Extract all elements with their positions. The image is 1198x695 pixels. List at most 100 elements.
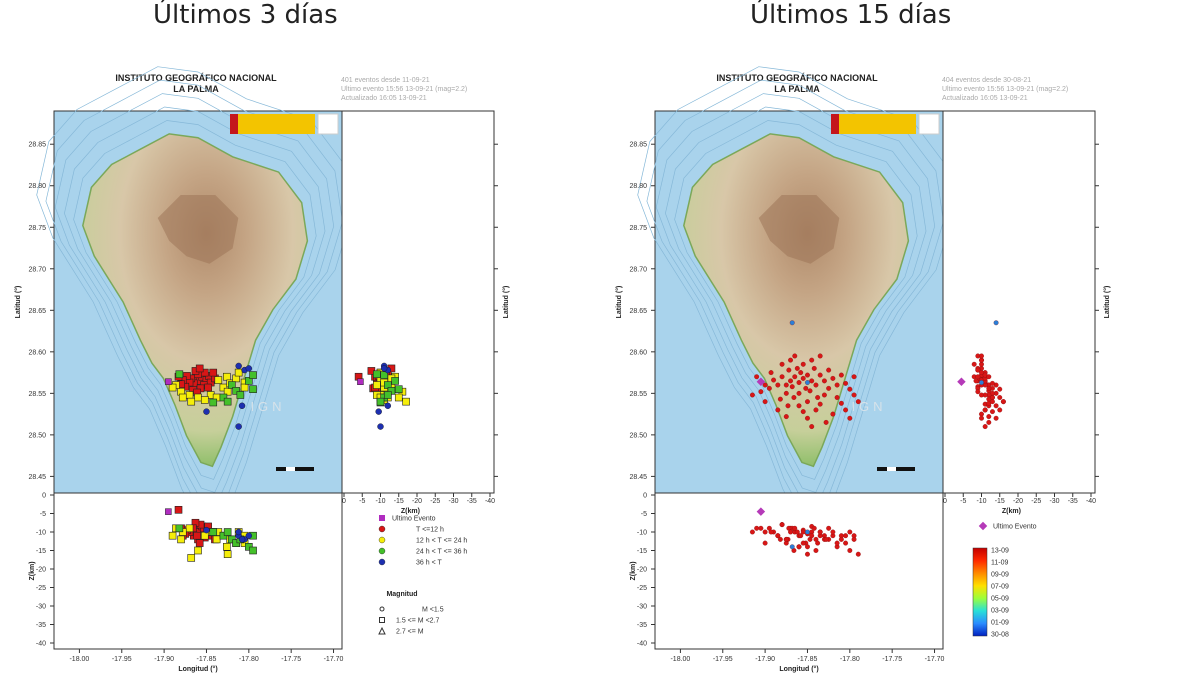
- data-point: [788, 529, 793, 535]
- magnitude-label: M <1.5: [422, 607, 444, 614]
- data-point: [373, 370, 381, 379]
- legend-label: Ultimo Evento: [392, 516, 436, 523]
- magnitude-marker: [378, 626, 386, 635]
- data-point: [777, 396, 783, 402]
- z-tick-label: -15: [394, 498, 404, 505]
- data-point: [855, 551, 861, 557]
- data-point: [973, 378, 979, 384]
- data-point: [168, 383, 177, 392]
- longitude-depth-panel: [53, 492, 343, 650]
- institute-name: INSTITUTO GEOGRÁFICO NACIONAL: [716, 73, 878, 83]
- depth-tick-label: -40: [637, 641, 647, 648]
- info-line: Actualizado 16:05 13-09-21: [341, 95, 427, 102]
- data-point: [851, 374, 857, 380]
- lon-tick-label: -17.95: [112, 656, 132, 663]
- data-point: [830, 375, 836, 381]
- data-point: [811, 525, 817, 531]
- data-point: [821, 392, 827, 398]
- y-axis-label: Latitud (°): [14, 286, 22, 319]
- depth-tick-label: -15: [36, 548, 46, 555]
- data-point: [376, 397, 385, 406]
- data-point: [826, 385, 832, 391]
- data-point: [796, 403, 802, 409]
- data-point: [979, 357, 984, 363]
- anniversary-logo: [317, 113, 339, 135]
- data-point: [979, 353, 984, 359]
- lat-tick-label: 28.65: [28, 308, 46, 315]
- data-point: [185, 391, 194, 399]
- data-point: [771, 377, 777, 383]
- data-point: [817, 529, 823, 535]
- data-point: [979, 370, 984, 376]
- longitude-depth-panel: [654, 492, 944, 650]
- data-point: [815, 395, 821, 400]
- depth-tick-label: -35: [637, 622, 647, 629]
- data-point: [986, 414, 992, 420]
- data-point: [789, 320, 795, 326]
- data-point: [373, 381, 381, 389]
- data-point: [775, 382, 781, 388]
- legend-marker: [379, 515, 385, 521]
- data-point: [855, 399, 861, 405]
- data-point: [807, 388, 813, 394]
- caldera-shape: [157, 195, 239, 264]
- data-point: [817, 353, 823, 359]
- lat-tick-label: 28.50: [629, 432, 647, 439]
- lat-tick-label: 28.55: [629, 391, 647, 398]
- data-point: [796, 390, 802, 396]
- data-point: [235, 528, 242, 536]
- data-point: [788, 357, 793, 363]
- z-tick-label: -5: [359, 498, 365, 505]
- data-point: [990, 399, 995, 405]
- data-point: [238, 536, 246, 543]
- data-point: [800, 361, 806, 367]
- data-point: [838, 536, 844, 542]
- colorbar-label: 13-09: [991, 548, 1009, 555]
- data-point: [847, 529, 853, 535]
- data-point: [786, 367, 792, 373]
- data-point: [219, 383, 228, 392]
- data-point: [223, 372, 231, 381]
- z-tick-label: -5: [960, 498, 966, 505]
- data-point: [997, 395, 1003, 400]
- lon-tick-label: -17.80: [840, 656, 860, 663]
- depth-tick-label: -10: [36, 530, 46, 537]
- data-point: [249, 385, 257, 393]
- data-point: [209, 368, 218, 377]
- data-point: [754, 374, 760, 380]
- data-point: [384, 402, 391, 410]
- data-point: [979, 380, 984, 386]
- data-point: [402, 397, 410, 406]
- lat-tick-label: 28.50: [28, 432, 46, 439]
- lat-tick-label: 28.55: [28, 391, 46, 398]
- data-point: [185, 524, 194, 533]
- depth-tick-label: -20: [36, 567, 46, 574]
- data-point: [851, 392, 857, 398]
- heading-15-days: Últimos 15 días: [750, 0, 952, 30]
- lon-tick-label: -18.00: [69, 656, 89, 663]
- data-point: [979, 411, 984, 417]
- data-point: [768, 529, 774, 535]
- z-tick-label: -30: [1049, 498, 1059, 505]
- data-point: [800, 540, 806, 546]
- z-tick-label: -25: [430, 498, 440, 505]
- data-point: [813, 548, 819, 553]
- data-point: [758, 525, 764, 531]
- data-point: [847, 548, 853, 553]
- legend-marker: [378, 536, 386, 544]
- lon-tick-label: -17.70: [925, 656, 945, 663]
- data-point: [800, 529, 806, 535]
- lon-tick-label: -17.90: [755, 656, 775, 663]
- data-point-last-event: [165, 378, 172, 385]
- data-point: [762, 540, 768, 546]
- x-axis-label: Longitud (°): [178, 665, 217, 673]
- data-point: [997, 407, 1003, 413]
- depth-tick-label: -25: [36, 585, 46, 592]
- data-point: [993, 320, 999, 326]
- data-point: [219, 393, 228, 402]
- data-point: [823, 419, 829, 425]
- lon-tick-label: -17.80: [239, 656, 259, 663]
- lat-tick-label: 28.60: [629, 349, 647, 356]
- data-point: [979, 415, 984, 421]
